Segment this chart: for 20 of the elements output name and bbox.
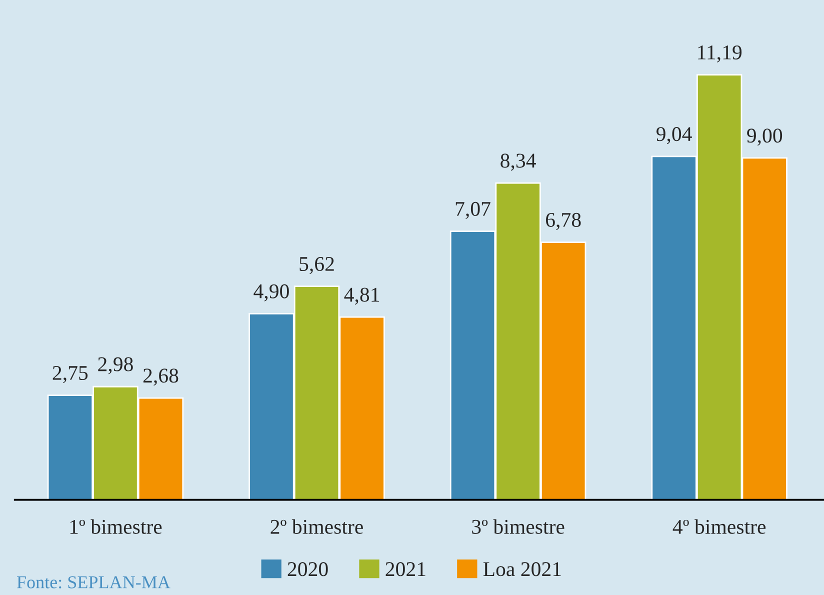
data-label: 8,34 xyxy=(500,154,536,171)
x-tick-label: 4º bimestre xyxy=(672,519,766,534)
data-label: 5,62 xyxy=(300,257,334,274)
x-tick-label: 3º bimestre xyxy=(472,519,564,534)
legend-label: 2021 xyxy=(386,562,426,576)
data-label: 4,81 xyxy=(344,288,380,305)
x-tick-label: 1º bimestre xyxy=(70,519,162,534)
data-label: 9,00 xyxy=(747,128,782,146)
data-label: 9,04 xyxy=(656,127,692,144)
data-label: 2,68 xyxy=(143,368,178,386)
source-note: Fonte: SEPLAN-MA xyxy=(17,576,170,588)
data-label: 6,78 xyxy=(546,212,581,230)
data-label: 2,98 xyxy=(98,357,133,374)
data-label: 11,19 xyxy=(698,45,742,62)
x-tick-label: 2º bimestre xyxy=(270,519,363,534)
data-label: 7,07 xyxy=(456,202,490,219)
data-label: 2,75 xyxy=(52,366,88,384)
legend-label: Loa 2021 xyxy=(483,562,561,576)
legend-label: 2020 xyxy=(288,562,328,576)
data-label: 4,90 xyxy=(254,284,289,302)
